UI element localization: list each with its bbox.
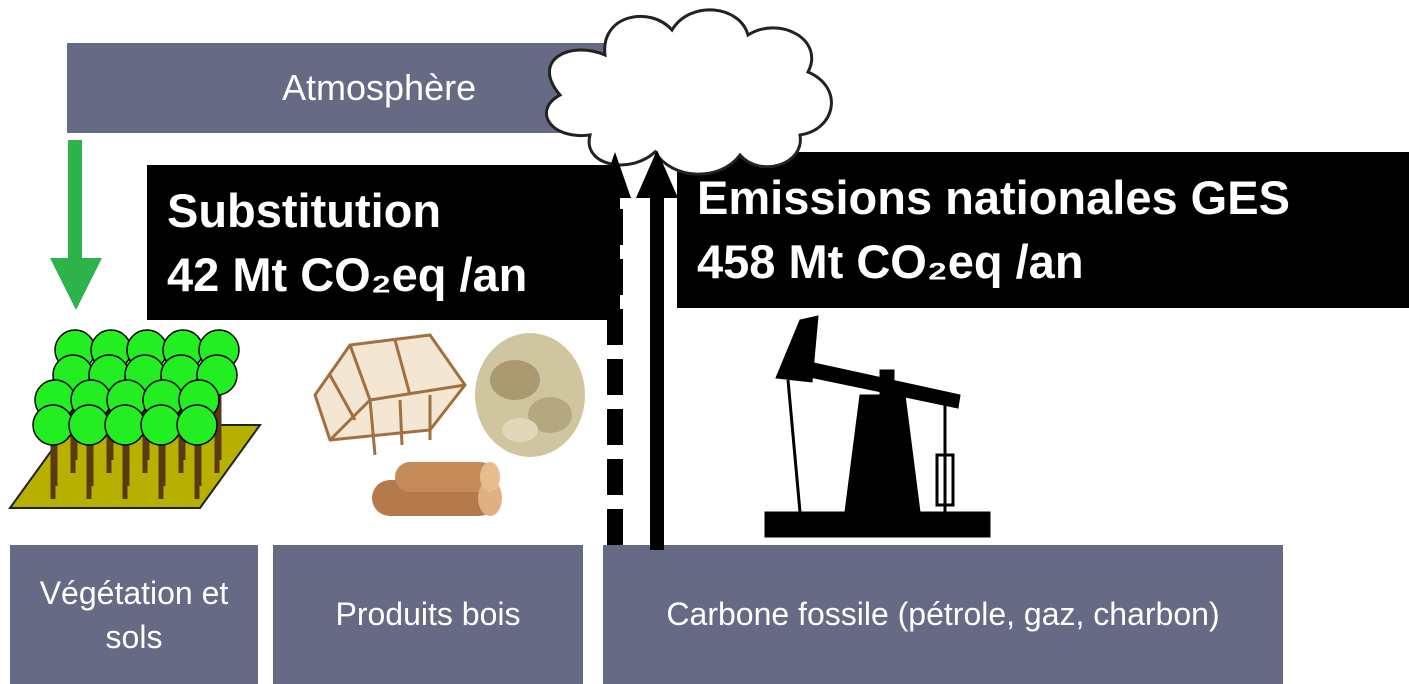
pool-label: Produits bois	[336, 596, 521, 633]
pool-label: Végétation et sols	[10, 571, 258, 659]
tree-crown	[55, 330, 95, 370]
tree-crown	[127, 330, 167, 370]
pool-box: Carbone fossile (pétrole, gaz, charbon)	[603, 545, 1283, 684]
tree-crown	[163, 330, 203, 370]
tree-crown	[197, 355, 237, 395]
tree-crown	[53, 355, 93, 395]
soil	[10, 425, 260, 508]
pool-box: Produits bois	[273, 545, 583, 684]
emission-arrow	[650, 192, 664, 550]
tree-crown	[105, 405, 145, 445]
pool-box: Végétation et sols	[10, 545, 258, 684]
emissions-title: Emissions nationales GES	[697, 166, 1409, 230]
tree-crown	[69, 405, 109, 445]
tree-crown	[143, 380, 183, 420]
oil-pump	[765, 316, 990, 537]
house	[315, 335, 465, 455]
tree-crown	[199, 330, 239, 370]
forest	[33, 330, 239, 499]
uptake-arrow	[68, 140, 82, 262]
emission-arrowhead	[636, 150, 678, 198]
tree-crown	[141, 405, 181, 445]
tree-crown	[161, 355, 201, 395]
tree-crown	[71, 380, 111, 420]
tree-crown	[35, 380, 75, 420]
tree-crown	[89, 355, 129, 395]
uptake-arrowhead	[50, 258, 102, 310]
logs	[372, 462, 502, 516]
substitution-box: Substitution 42 Mt CO₂eq /an	[147, 165, 620, 320]
tree-crown	[125, 355, 165, 395]
tree-crown	[107, 380, 147, 420]
substitution-title: Substitution	[167, 179, 620, 243]
tree-crown	[91, 330, 131, 370]
substitution-value: 42 Mt CO₂eq /an	[167, 243, 620, 307]
emissions-value: 458 Mt CO₂eq /an	[697, 230, 1409, 294]
atmosphere-box: Atmosphère	[67, 43, 610, 133]
tree-crown	[33, 405, 73, 445]
pool-label: Carbone fossile (pétrole, gaz, charbon)	[666, 596, 1219, 633]
page: Atmosphère Substitution 42 Mt CO₂eq /an …	[0, 0, 1409, 684]
atmosphere-label: Atmosphère	[282, 67, 476, 109]
tree-crown	[179, 380, 219, 420]
emissions-box: Emissions nationales GES 458 Mt CO₂eq /a…	[677, 152, 1409, 308]
tree-crown	[177, 405, 217, 445]
wood-chips	[475, 333, 585, 457]
